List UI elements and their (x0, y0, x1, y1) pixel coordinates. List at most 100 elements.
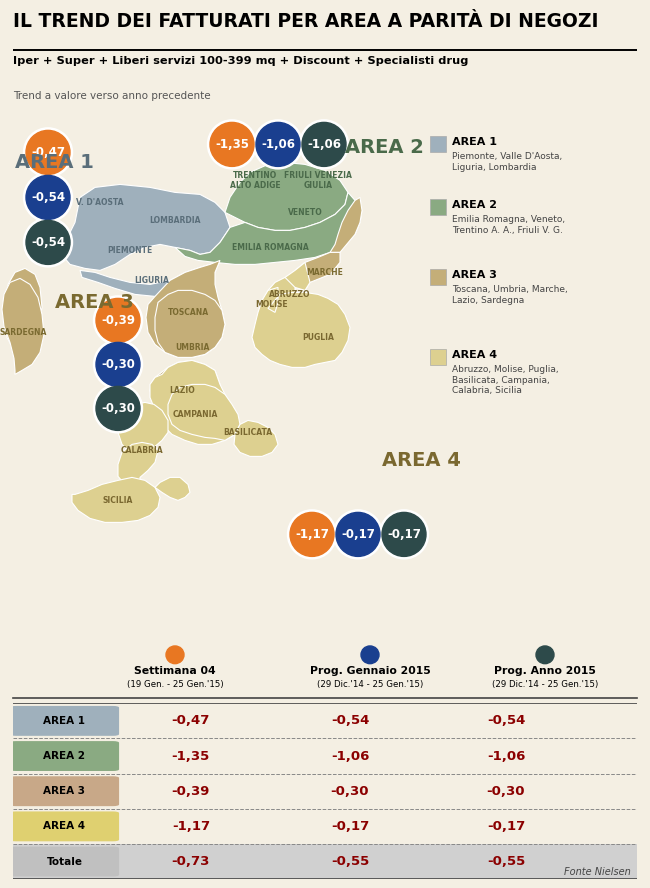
Text: AREA 3: AREA 3 (44, 786, 86, 797)
FancyBboxPatch shape (10, 846, 119, 876)
Text: Settimana 04: Settimana 04 (134, 665, 216, 676)
Text: VENETO: VENETO (287, 208, 322, 217)
Circle shape (287, 510, 337, 559)
Polygon shape (150, 361, 240, 444)
Circle shape (96, 298, 140, 343)
Circle shape (290, 512, 334, 557)
Text: (19 Gen. - 25 Gen.'15): (19 Gen. - 25 Gen.'15) (127, 680, 224, 689)
Text: Abruzzo, Molise, Puglia,
Basilicata, Campania,
Calabria, Sicilia: Abruzzo, Molise, Puglia, Basilicata, Cam… (452, 365, 558, 395)
Circle shape (23, 173, 73, 222)
Text: Trend a valore verso anno precedente: Trend a valore verso anno precedente (13, 91, 211, 100)
Circle shape (300, 120, 348, 169)
Polygon shape (234, 420, 278, 456)
Polygon shape (290, 252, 340, 290)
Circle shape (380, 510, 428, 559)
Text: PIEMONTE: PIEMONTE (107, 246, 153, 255)
Text: FRIULI VENEZIA
GIULIA: FRIULI VENEZIA GIULIA (284, 170, 352, 190)
Circle shape (302, 123, 346, 166)
Text: -1,35: -1,35 (172, 749, 210, 763)
Text: Totale: Totale (47, 857, 83, 867)
Text: -0,47: -0,47 (172, 714, 210, 727)
Polygon shape (330, 197, 362, 252)
Text: Emilia Romagna, Veneto,
Trentino A. A., Friuli V. G.: Emilia Romagna, Veneto, Trentino A. A., … (452, 216, 565, 234)
Text: Fonte Nielsen: Fonte Nielsen (564, 868, 630, 877)
Text: -1,06: -1,06 (261, 138, 295, 151)
Text: AREA 1: AREA 1 (15, 153, 94, 172)
Circle shape (23, 218, 73, 267)
Circle shape (94, 296, 142, 345)
Polygon shape (80, 260, 220, 297)
Text: -0,55: -0,55 (487, 855, 525, 868)
Text: AREA 2: AREA 2 (452, 201, 497, 210)
FancyBboxPatch shape (10, 812, 119, 841)
Polygon shape (155, 290, 225, 357)
Text: AREA 1: AREA 1 (44, 716, 86, 725)
Text: AREA 4: AREA 4 (382, 451, 461, 470)
Text: V. D'AOSTA: V. D'AOSTA (76, 198, 124, 207)
Text: -0,54: -0,54 (487, 714, 525, 727)
Polygon shape (278, 262, 310, 300)
Text: (29 Dic.'14 - 25 Gen.'15): (29 Dic.'14 - 25 Gen.'15) (492, 680, 598, 689)
Polygon shape (7, 307, 42, 353)
Text: -0,54: -0,54 (31, 191, 65, 204)
Text: LOMBARDIA: LOMBARDIA (150, 216, 201, 225)
Polygon shape (72, 478, 160, 522)
Text: Prog. Gennaio 2015: Prog. Gennaio 2015 (309, 665, 430, 676)
Polygon shape (2, 279, 44, 375)
Text: BASILICATA: BASILICATA (224, 428, 272, 437)
Text: Toscana, Umbria, Marche,
Lazio, Sardegna: Toscana, Umbria, Marche, Lazio, Sardegna (452, 285, 567, 305)
Circle shape (26, 176, 70, 219)
Circle shape (361, 646, 379, 663)
Text: EMILIA ROMAGNA: EMILIA ROMAGNA (231, 243, 308, 252)
Bar (430, 200, 446, 216)
Circle shape (336, 512, 380, 557)
Bar (430, 269, 446, 285)
Text: TOSCANA: TOSCANA (168, 308, 209, 317)
Text: CAMPANIA: CAMPANIA (172, 410, 218, 419)
Bar (13, 844, 637, 879)
Text: Prog. Anno 2015: Prog. Anno 2015 (494, 665, 596, 676)
Text: -0,39: -0,39 (172, 785, 210, 797)
Text: ABRUZZO: ABRUZZO (269, 289, 311, 299)
Circle shape (96, 386, 140, 431)
Text: -0,55: -0,55 (331, 855, 369, 868)
Text: -0,30: -0,30 (487, 785, 525, 797)
Text: -0,54: -0,54 (31, 236, 65, 249)
Text: TRENTINO
ALTO ADIGE: TRENTINO ALTO ADIGE (229, 170, 280, 190)
Text: UMBRIA: UMBRIA (175, 343, 209, 352)
Text: -0,73: -0,73 (172, 855, 210, 868)
Text: SARDEGNA: SARDEGNA (0, 328, 47, 337)
Circle shape (536, 646, 554, 663)
Text: AREA 3: AREA 3 (452, 271, 497, 281)
Circle shape (94, 340, 142, 389)
Text: -1,17: -1,17 (295, 527, 329, 541)
Text: AREA 2: AREA 2 (345, 138, 424, 157)
Polygon shape (175, 193, 362, 265)
Text: IL TREND DEI FATTURATI PER AREA A PARITÀ DI NEGOZI: IL TREND DEI FATTURATI PER AREA A PARITÀ… (13, 12, 599, 31)
Polygon shape (265, 277, 295, 313)
Circle shape (207, 120, 257, 169)
Polygon shape (118, 442, 158, 487)
Text: -0,17: -0,17 (387, 527, 421, 541)
Text: AREA 4: AREA 4 (44, 821, 86, 831)
Circle shape (94, 384, 142, 433)
Text: -1,06: -1,06 (307, 138, 341, 151)
Text: -0,17: -0,17 (487, 820, 525, 833)
Polygon shape (118, 402, 168, 456)
Text: -0,47: -0,47 (31, 146, 65, 159)
Text: MARCHE: MARCHE (307, 268, 343, 277)
Circle shape (210, 123, 254, 166)
Circle shape (254, 120, 302, 169)
Text: LAZIO: LAZIO (169, 386, 195, 395)
Text: Piemonte, Valle D'Aosta,
Liguria, Lombardia: Piemonte, Valle D'Aosta, Liguria, Lombar… (452, 153, 562, 171)
Bar (430, 349, 446, 365)
Circle shape (382, 512, 426, 557)
Polygon shape (146, 260, 225, 357)
Polygon shape (155, 478, 190, 501)
FancyBboxPatch shape (10, 741, 119, 771)
FancyBboxPatch shape (10, 706, 119, 736)
Text: Iper + Super + Liberi servizi 100-399 mq + Discount + Specialisti drug: Iper + Super + Liberi servizi 100-399 mq… (13, 56, 469, 66)
Text: -0,39: -0,39 (101, 313, 135, 327)
Bar (430, 137, 446, 153)
Text: AREA 2: AREA 2 (44, 751, 86, 761)
